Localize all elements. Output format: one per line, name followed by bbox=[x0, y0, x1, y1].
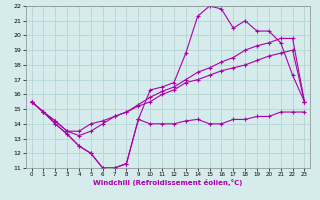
X-axis label: Windchill (Refroidissement éolien,°C): Windchill (Refroidissement éolien,°C) bbox=[93, 179, 243, 186]
